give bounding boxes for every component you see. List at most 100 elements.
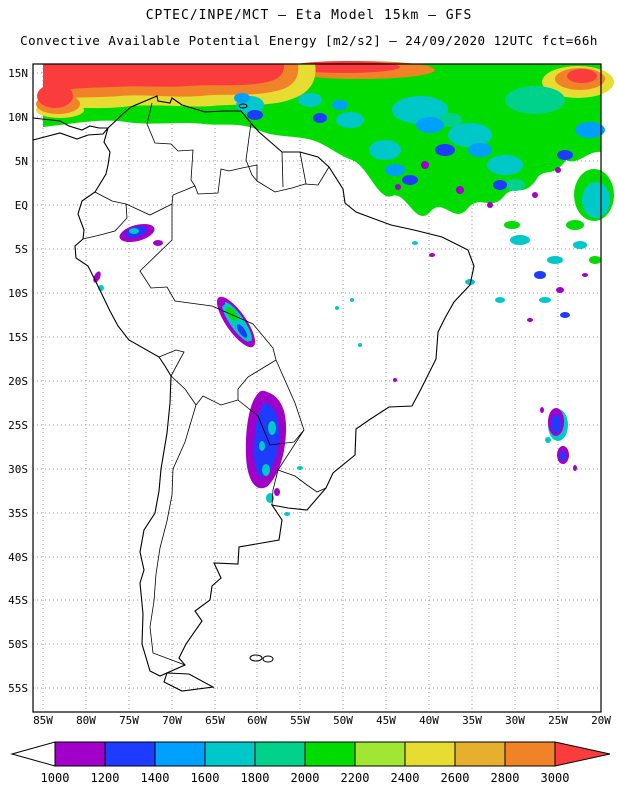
cape-blob — [412, 241, 418, 245]
cape-blob — [43, 64, 285, 95]
coastline-south-america — [74, 95, 475, 677]
cape-blob — [555, 167, 561, 173]
colorbar-label: 2600 — [441, 771, 470, 785]
lon-label: 55W — [290, 714, 310, 727]
lat-label: 30S — [8, 463, 28, 476]
cape-blob — [234, 93, 250, 103]
cape-blob — [247, 341, 253, 347]
cape-blob — [268, 421, 276, 435]
colorbar-label: 1800 — [241, 771, 270, 785]
colorbar-label: 1600 — [191, 771, 220, 785]
cape-blob — [566, 220, 584, 230]
colorbar-label: 2800 — [491, 771, 520, 785]
cape-blob — [505, 179, 525, 191]
lon-label: 20W — [591, 714, 611, 727]
lon-label: 40W — [419, 714, 439, 727]
colorbar-segment — [454, 741, 506, 767]
lat-label: 10N — [8, 111, 28, 124]
country-borders — [82, 102, 330, 666]
cape-blob — [557, 150, 573, 160]
lon-label: 25W — [548, 714, 568, 727]
cape-blob — [392, 96, 448, 124]
cape-blob — [369, 140, 401, 160]
cape-blob — [575, 122, 605, 138]
lat-label: 45S — [8, 594, 28, 607]
cape-blob — [421, 161, 429, 169]
colorbar: 1000 1200 1400 1600 1800 2000 2200 2400 … — [10, 741, 611, 785]
cape-blob — [551, 415, 561, 433]
colorbar-segment — [54, 741, 106, 767]
lat-label: 5N — [15, 155, 28, 168]
colorbar-label: 3000 — [541, 771, 570, 785]
coastlines — [32, 95, 475, 692]
lon-label: 80W — [76, 714, 96, 727]
colorbar-right-arrow — [554, 741, 611, 767]
cape-blob — [335, 306, 339, 310]
title-variable-line: Convective Available Potential Energy [m… — [20, 33, 598, 48]
colorbar-segment — [404, 741, 456, 767]
island-falklands — [262, 655, 274, 663]
cape-blob — [259, 441, 265, 451]
cape-blob — [465, 279, 475, 285]
colorbar-segment — [354, 741, 406, 767]
cape-blob — [247, 110, 263, 120]
cape-blob — [350, 298, 354, 302]
lat-label: 50S — [8, 638, 28, 651]
lon-label: 50W — [333, 714, 353, 727]
cape-blob — [487, 155, 523, 175]
cape-blob — [493, 180, 507, 190]
cape-blob — [582, 273, 588, 277]
lat-label: 15S — [8, 331, 28, 344]
cape-blob — [487, 202, 493, 208]
cape-blob — [297, 466, 303, 470]
colorbar-segment — [204, 741, 256, 767]
lon-axis: 85W 80W 75W 70W 65W 60W 55W 50W 45W 40W … — [33, 714, 611, 727]
cape-blob — [589, 256, 601, 264]
colorbar-label: 1200 — [91, 771, 120, 785]
title-model-line: CPTEC/INPE/MCT – Eta Model 15km – GFS — [145, 8, 473, 23]
cape-blob — [505, 86, 565, 114]
lat-label: 20S — [8, 375, 28, 388]
cape-blob — [435, 144, 455, 156]
cape-blob — [129, 228, 139, 234]
map-frame — [32, 63, 602, 713]
colorbar-label: 2000 — [291, 771, 320, 785]
cape-blob — [495, 297, 505, 303]
cape-blob — [393, 378, 397, 382]
coastline-central-america — [32, 117, 110, 141]
lon-label: 75W — [119, 714, 139, 727]
lon-label: 45W — [376, 714, 396, 727]
colorbar-label: 1400 — [141, 771, 170, 785]
cape-blob — [545, 437, 551, 443]
lat-label: 40S — [8, 551, 28, 564]
cape-blob — [573, 241, 587, 249]
colorbar-segment — [504, 741, 556, 767]
lon-label: 85W — [33, 714, 53, 727]
cape-blob — [448, 123, 492, 147]
cape-blob — [510, 235, 530, 245]
cape-blob — [298, 93, 322, 107]
colorbar-segment — [254, 741, 306, 767]
island-tierra-del-fuego — [163, 672, 215, 692]
cape-blob — [219, 300, 225, 306]
colorbar-segment — [104, 741, 156, 767]
cape-blob — [385, 164, 405, 176]
cape-blob — [153, 240, 163, 246]
cape-blob — [560, 312, 570, 318]
cape-blob — [573, 465, 577, 471]
colorbar-segment — [154, 741, 206, 767]
colorbar-segment — [304, 741, 356, 767]
cape-blob — [262, 464, 270, 476]
cape-blob — [358, 343, 362, 347]
lat-label: 55S — [8, 682, 28, 695]
cape-blob — [284, 512, 290, 516]
cape-blob — [560, 451, 566, 461]
cape-blob — [313, 113, 327, 123]
cape-blob — [37, 84, 73, 108]
lon-label: 60W — [247, 714, 267, 727]
colorbar-left-arrow — [10, 741, 56, 767]
cape-blob — [540, 407, 544, 413]
cape-blob — [539, 297, 551, 303]
